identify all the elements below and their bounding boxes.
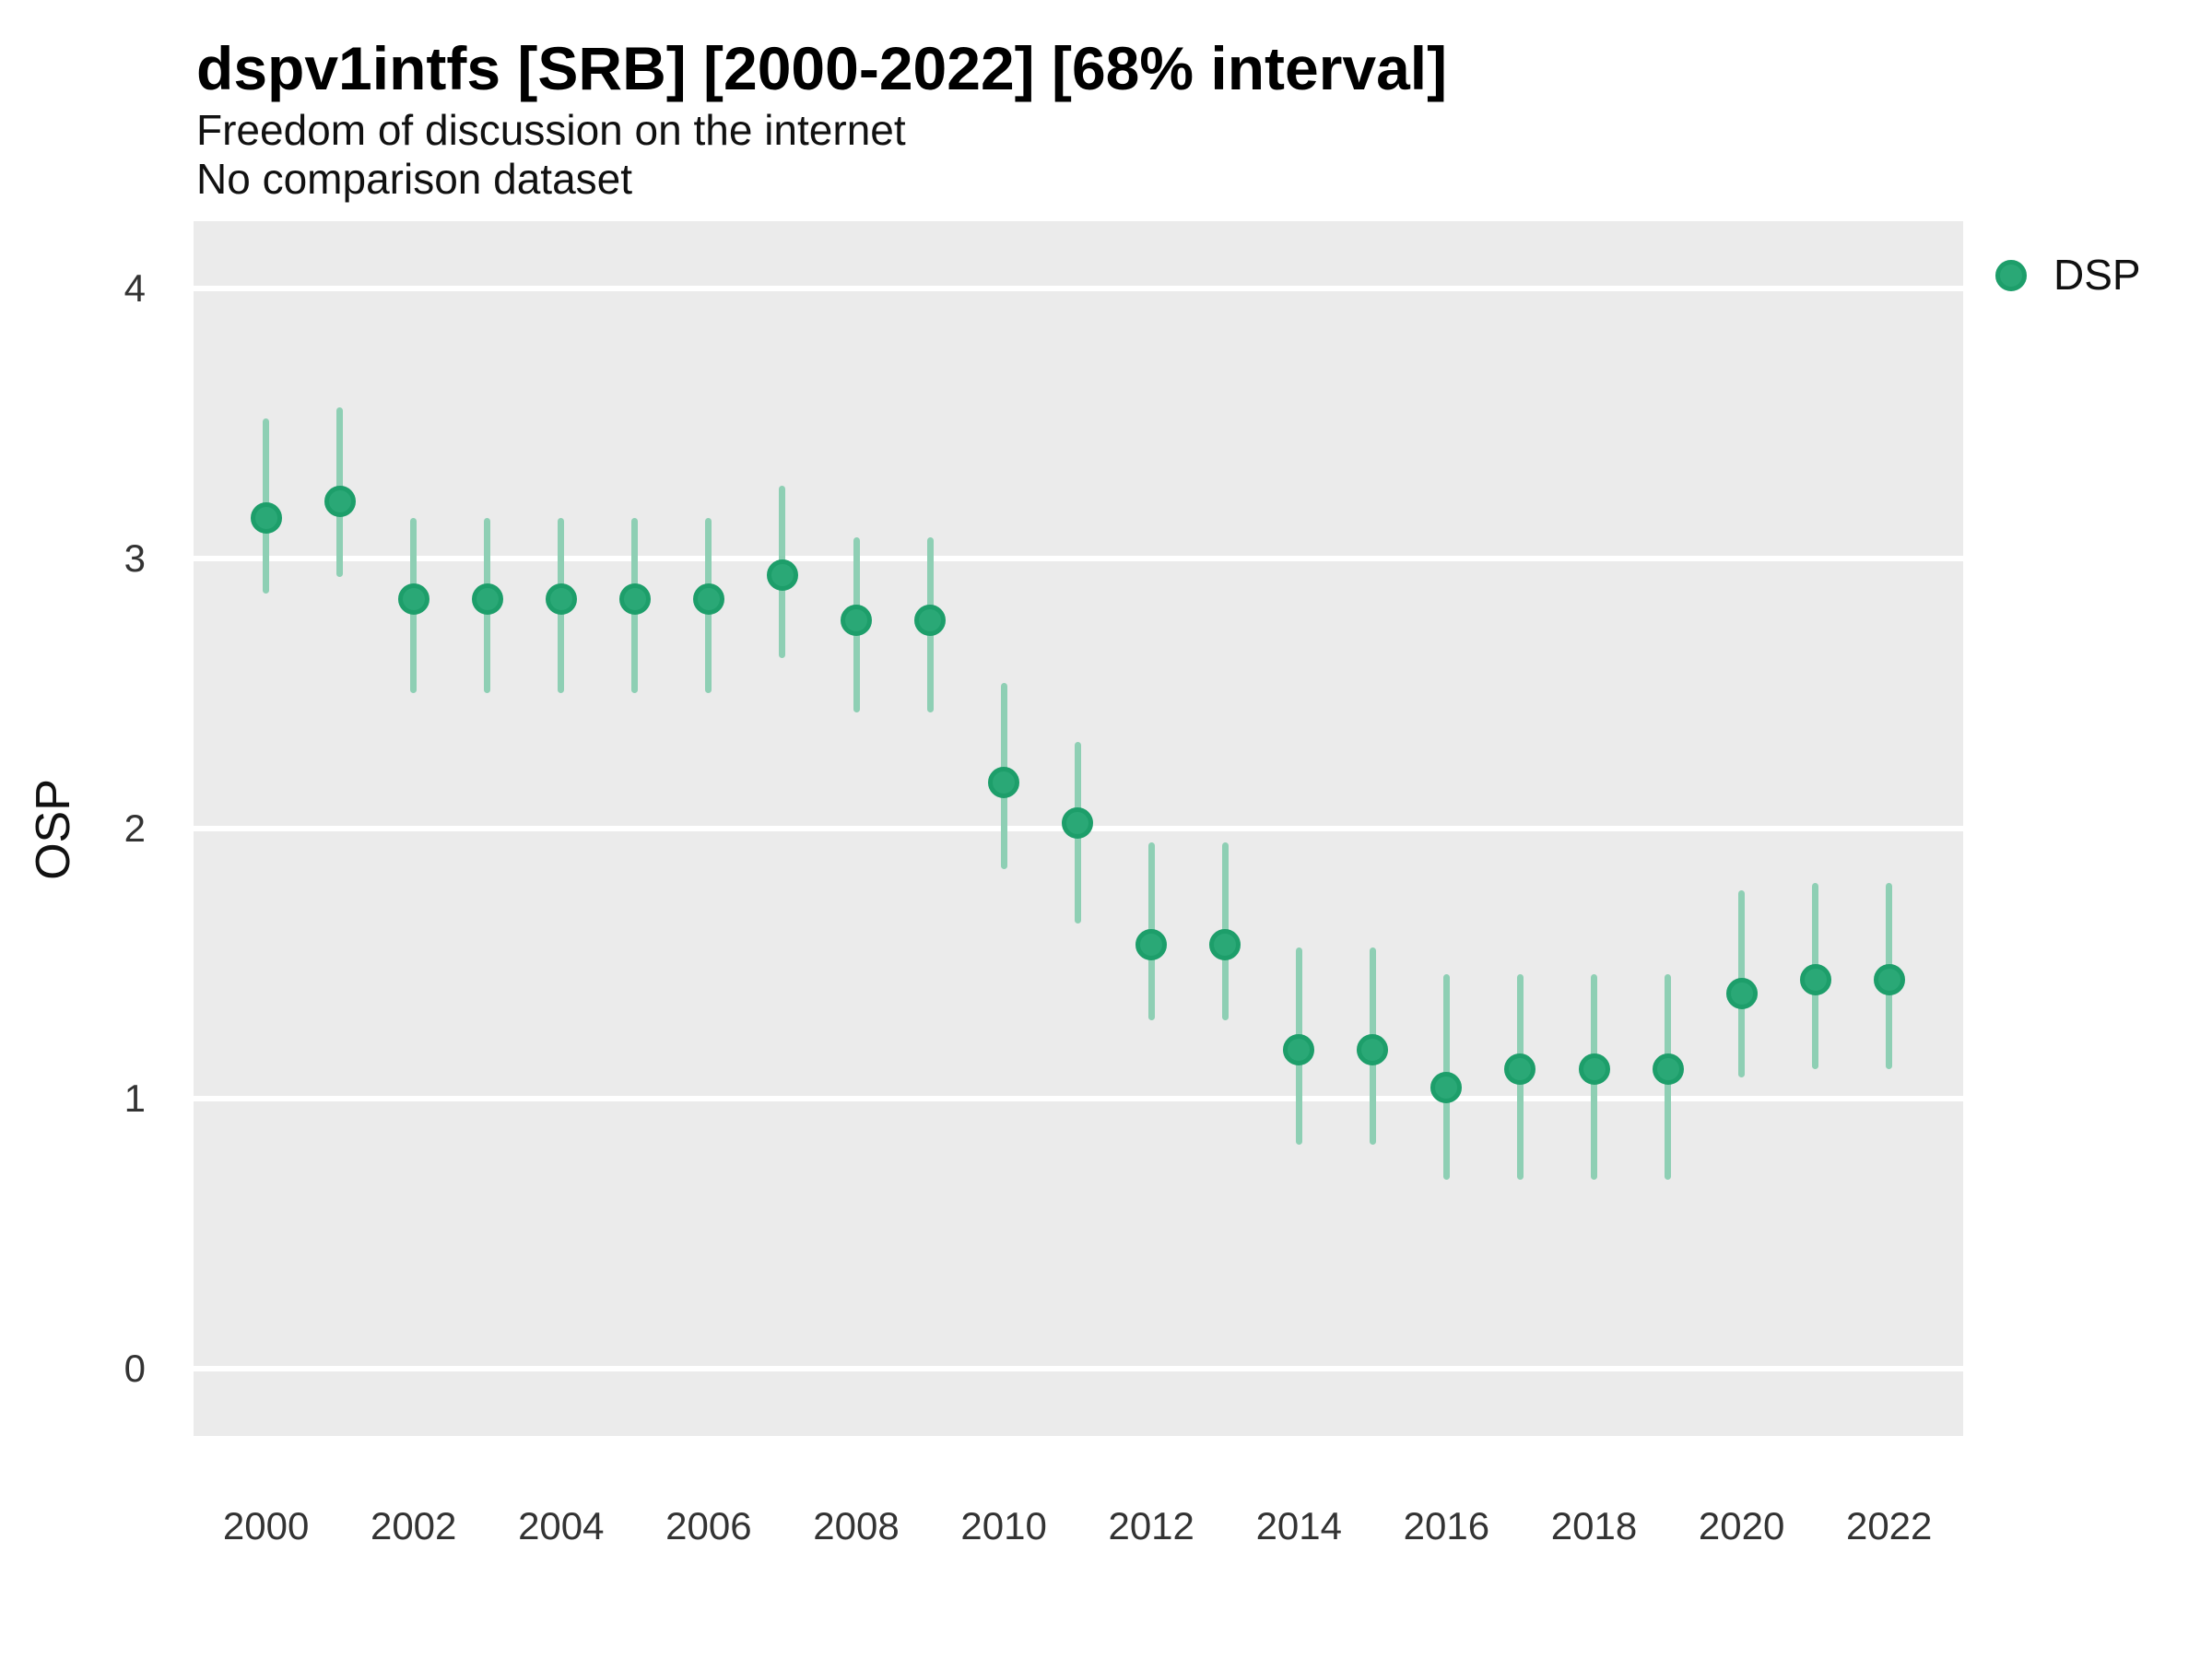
data-point-2001 bbox=[324, 486, 356, 518]
x-tick-label-2020: 2020 bbox=[1698, 1504, 1785, 1547]
data-point-2013 bbox=[1209, 928, 1241, 960]
gridline-y-4 bbox=[194, 286, 1963, 291]
x-tick-label-2022: 2022 bbox=[1845, 1504, 1933, 1547]
comparison-note: No comparison dataset bbox=[196, 155, 633, 203]
data-point-2008 bbox=[841, 605, 872, 637]
data-point-2012 bbox=[1135, 928, 1168, 960]
data-point-2009 bbox=[914, 605, 947, 637]
gridline-y-3 bbox=[194, 556, 1963, 561]
gridline-y-1 bbox=[194, 1096, 1963, 1101]
gridline-y-0 bbox=[194, 1366, 1963, 1371]
data-point-2016 bbox=[1430, 1072, 1463, 1104]
data-point-2019 bbox=[1652, 1053, 1684, 1085]
x-tick-label-2012: 2012 bbox=[1108, 1504, 1194, 1547]
data-point-2003 bbox=[471, 582, 503, 615]
data-point-2015 bbox=[1357, 1034, 1389, 1066]
x-tick-label-2014: 2014 bbox=[1255, 1504, 1343, 1547]
y-tick-label-3: 3 bbox=[124, 536, 146, 580]
data-point-2018 bbox=[1578, 1053, 1610, 1085]
x-tick-label-2004: 2004 bbox=[518, 1504, 605, 1547]
data-point-2002 bbox=[397, 582, 429, 615]
data-point-2020 bbox=[1725, 977, 1758, 1009]
x-tick-label-2010: 2010 bbox=[960, 1504, 1047, 1547]
x-tick-label-2000: 2000 bbox=[222, 1504, 310, 1547]
x-tick-label-2016: 2016 bbox=[1403, 1504, 1490, 1547]
y-tick-label-4: 4 bbox=[124, 266, 146, 310]
data-point-2007 bbox=[766, 559, 798, 591]
data-point-2010 bbox=[988, 767, 1020, 799]
data-point-2022 bbox=[1873, 964, 1905, 996]
data-point-2011 bbox=[1062, 807, 1094, 840]
x-tick-label-2002: 2002 bbox=[370, 1504, 457, 1547]
legend-dsp-marker-icon bbox=[1995, 260, 2027, 291]
data-point-2000 bbox=[250, 502, 282, 535]
data-point-2017 bbox=[1504, 1053, 1536, 1085]
data-point-2004 bbox=[545, 582, 577, 615]
data-point-2005 bbox=[618, 582, 651, 615]
legend-dsp-label: DSP bbox=[2053, 251, 2141, 299]
chart-title: dspv1intfs [SRB] [2000-2022] [68% interv… bbox=[196, 34, 1448, 102]
y-tick-label-1: 1 bbox=[124, 1077, 146, 1120]
chart-subtitle: Freedom of discussion on the internet bbox=[196, 106, 906, 154]
x-tick-label-2008: 2008 bbox=[813, 1504, 900, 1547]
x-tick-label-2018: 2018 bbox=[1550, 1504, 1638, 1547]
data-point-2006 bbox=[692, 582, 724, 615]
y-tick-label-0: 0 bbox=[124, 1347, 146, 1390]
data-point-2014 bbox=[1283, 1034, 1315, 1066]
plot-panel bbox=[194, 221, 1963, 1436]
data-point-2021 bbox=[1799, 964, 1831, 996]
y-tick-label-2: 2 bbox=[124, 806, 146, 850]
x-tick-label-2006: 2006 bbox=[665, 1504, 752, 1547]
